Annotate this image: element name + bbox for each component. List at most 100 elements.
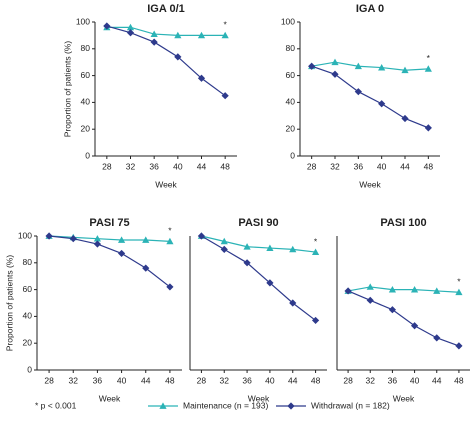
data-point [69, 235, 77, 243]
y-tick-label: 60 [286, 70, 296, 80]
data-point [410, 322, 419, 330]
x-tick-label: 40 [265, 375, 275, 385]
x-tick-label: 32 [126, 161, 136, 171]
x-tick-label: 48 [424, 161, 434, 171]
data-point [243, 243, 251, 250]
x-tick-label: 44 [432, 375, 442, 385]
x-tick-label: 40 [377, 161, 387, 171]
data-point [174, 53, 182, 61]
data-point [93, 240, 102, 248]
data-point [308, 62, 316, 70]
y-tick-label: 80 [81, 43, 91, 53]
x-tick-label: 44 [197, 161, 207, 171]
y-tick-label: 0 [85, 150, 90, 160]
y-axis-label: Proportion of patients (%) [4, 255, 14, 352]
x-tick-label: 28 [343, 375, 353, 385]
y-tick-label: 20 [81, 123, 91, 133]
legend-marker [287, 402, 295, 410]
data-point [126, 23, 135, 31]
x-tick-label: 28 [44, 375, 54, 385]
data-point [142, 264, 150, 272]
x-axis-label: Week [99, 393, 121, 403]
data-point [344, 287, 352, 295]
data-point [166, 283, 174, 291]
x-tick-label: 36 [93, 375, 103, 385]
data-point [354, 88, 362, 96]
data-point [311, 248, 320, 255]
y-tick-label: 60 [23, 284, 33, 294]
y-tick-label: 60 [81, 70, 91, 80]
data-point [388, 286, 397, 293]
y-tick-label: 0 [290, 150, 295, 160]
panel-title: IGA 0/1 [147, 3, 185, 15]
data-point [197, 232, 206, 240]
x-tick-label: 32 [330, 161, 340, 171]
x-tick-label: 32 [220, 375, 230, 385]
y-axis-label: Proportion of patients (%) [62, 41, 72, 138]
x-axis-label: Week [155, 179, 177, 189]
series-line [201, 235, 316, 321]
series-line [311, 61, 429, 71]
y-tick-label: 80 [23, 257, 33, 267]
x-tick-label: 44 [288, 375, 298, 385]
data-point [45, 232, 53, 240]
data-point [117, 249, 126, 258]
series-line [49, 235, 171, 288]
significance-mark: * [224, 20, 228, 30]
x-tick-label: 40 [410, 375, 420, 385]
y-tick-label: 0 [27, 364, 32, 374]
panel-title: PASI 75 [89, 217, 129, 229]
y-tick-label: 20 [23, 337, 33, 347]
y-tick-label: 40 [81, 97, 91, 107]
panel-title: IGA 0 [356, 3, 384, 15]
series-line [201, 235, 316, 253]
data-point [126, 29, 135, 37]
data-point [378, 100, 386, 108]
significance-mark: * [427, 53, 431, 63]
x-tick-label: 28 [197, 375, 207, 385]
data-point [266, 279, 274, 287]
data-point [289, 299, 297, 307]
x-tick-label: 48 [311, 375, 321, 385]
legend-marker [159, 402, 167, 409]
series-line [106, 25, 226, 97]
series-line [106, 26, 226, 36]
data-point [433, 287, 441, 294]
data-point [410, 286, 419, 293]
x-tick-label: 48 [220, 161, 230, 171]
data-point [221, 31, 229, 39]
data-point [354, 62, 362, 70]
x-tick-label: 28 [102, 161, 112, 171]
data-point [197, 74, 206, 82]
x-tick-label: 36 [149, 161, 159, 171]
data-point [401, 66, 409, 74]
data-point [166, 237, 174, 245]
data-point [142, 236, 150, 243]
data-point [103, 22, 111, 30]
data-point [401, 114, 409, 123]
significance-mark: * [168, 226, 172, 236]
data-point [243, 259, 251, 267]
y-tick-label: 20 [286, 123, 296, 133]
footnote: * p < 0.001 [35, 400, 77, 410]
data-point [311, 316, 320, 325]
y-tick-label: 80 [286, 43, 296, 53]
series-line [311, 65, 429, 129]
x-axis-label: Week [359, 179, 381, 189]
y-tick-label: 40 [286, 97, 296, 107]
legend-label: Maintenance (n = 193) [183, 400, 268, 410]
data-point [220, 245, 228, 253]
panel-title: PASI 90 [238, 217, 278, 229]
data-point [455, 288, 463, 296]
y-tick-label: 100 [76, 16, 90, 26]
x-tick-label: 36 [388, 375, 398, 385]
x-axis-label: Week [393, 393, 415, 403]
x-tick-label: 28 [307, 161, 317, 171]
data-point [221, 92, 229, 100]
data-point [174, 31, 182, 39]
data-point [366, 296, 374, 304]
data-point [266, 244, 274, 251]
significance-mark: * [457, 277, 461, 287]
data-point [93, 235, 102, 242]
